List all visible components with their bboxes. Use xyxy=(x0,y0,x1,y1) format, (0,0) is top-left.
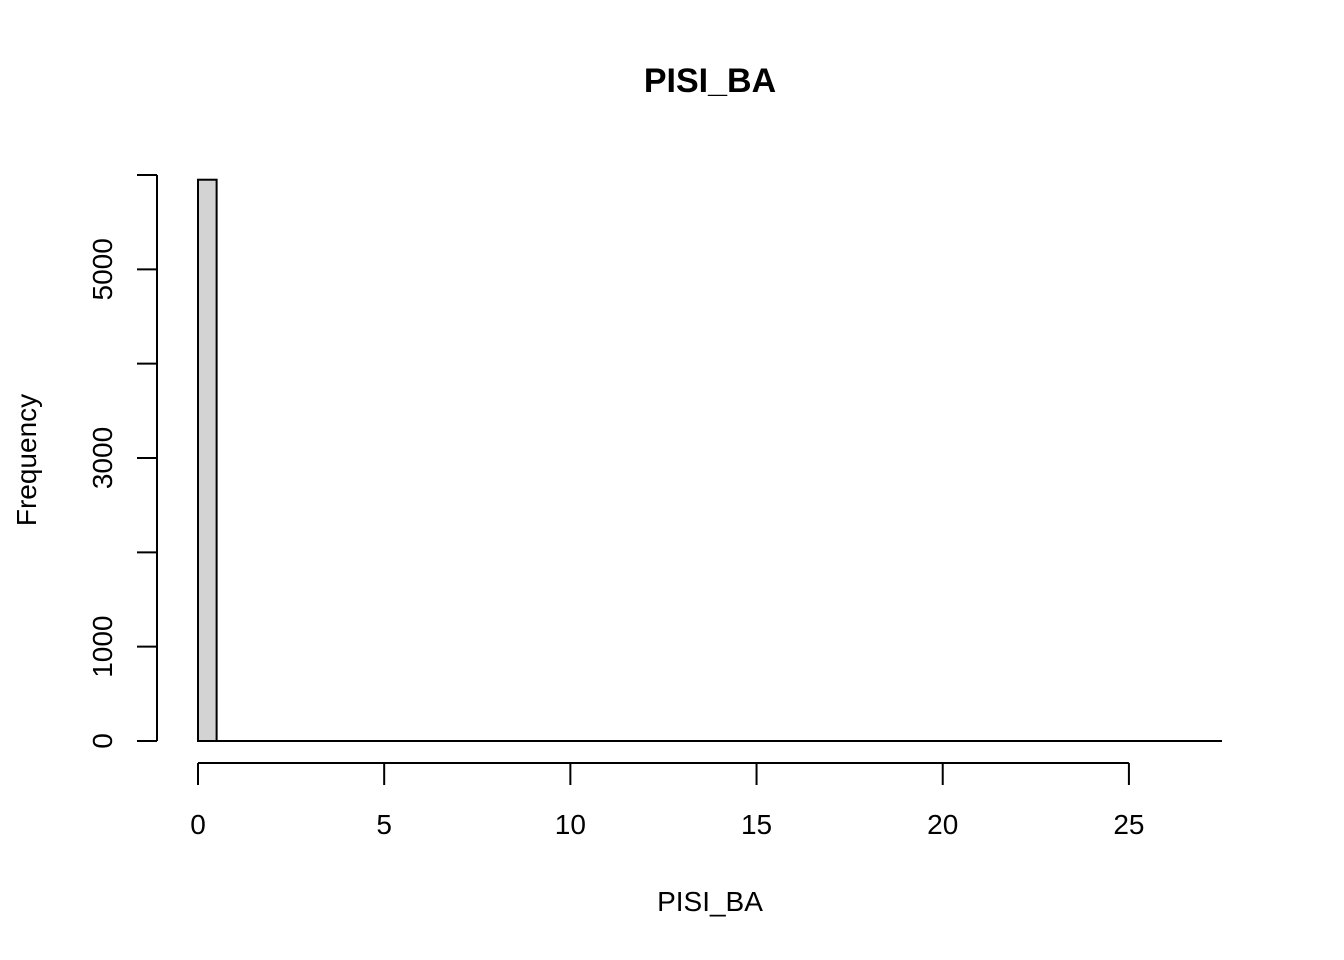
x-axis: 0 5 10 15 20 25 xyxy=(190,762,1144,840)
x-tick-label-5: 25 xyxy=(1113,809,1144,840)
bars-group xyxy=(197,178,218,742)
y-tick-label-0: 0 xyxy=(87,733,118,749)
y-tick-label-1: 1000 xyxy=(87,616,118,678)
x-tick-label-1: 5 xyxy=(376,809,392,840)
chart-title: PISI_BA xyxy=(644,62,776,100)
y-tick-label-3: 3000 xyxy=(87,427,118,489)
y-tick-label-5: 5000 xyxy=(87,238,118,300)
x-tick-label-3: 15 xyxy=(741,809,772,840)
x-tick-label-2: 10 xyxy=(555,809,586,840)
y-axis: 0 1000 3000 5000 xyxy=(87,174,158,749)
y-axis-label: Frequency xyxy=(11,394,42,526)
histogram-bar-0 xyxy=(197,178,218,742)
x-axis-label: PISI_BA xyxy=(657,886,763,917)
x-tick-label-0: 0 xyxy=(190,809,206,840)
x-tick-label-4: 20 xyxy=(927,809,958,840)
